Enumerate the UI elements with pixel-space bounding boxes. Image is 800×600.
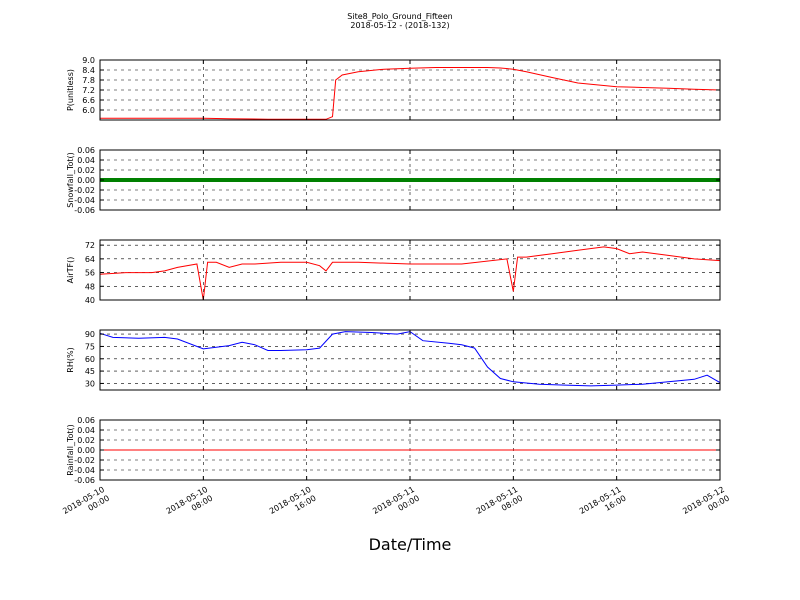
panel-5: -0.06-0.04-0.020.000.020.040.06Rainfall_… bbox=[66, 416, 721, 485]
x-tick-label: 2018-05-1108:00 bbox=[475, 485, 525, 525]
y-tick-label: 7.2 bbox=[82, 86, 95, 95]
y-axis-label: AirTF() bbox=[66, 257, 75, 284]
y-axis-label: P(unitless) bbox=[66, 69, 75, 111]
y-tick-label: -0.06 bbox=[74, 206, 95, 215]
x-tick-label: 2018-05-1008:00 bbox=[165, 485, 215, 525]
y-tick-label: 0.02 bbox=[77, 166, 95, 175]
y-tick-label: 0.02 bbox=[77, 436, 95, 445]
chart-subtitle: 2018-05-12 - (2018-132) bbox=[350, 21, 450, 30]
y-tick-label: 0.00 bbox=[77, 176, 95, 185]
y-axis-label: Snowfall_Tot() bbox=[66, 152, 75, 208]
y-tick-label: 60 bbox=[85, 355, 95, 364]
y-tick-label: 8.4 bbox=[82, 66, 95, 75]
y-tick-label: 6.0 bbox=[82, 106, 95, 115]
y-tick-label: 0.06 bbox=[77, 146, 95, 155]
y-tick-label: -0.04 bbox=[74, 196, 95, 205]
y-axis-label: RH(%) bbox=[66, 347, 75, 372]
x-tick-label: 2018-05-1016:00 bbox=[268, 485, 318, 525]
y-tick-label: 75 bbox=[85, 342, 95, 351]
x-tick-label: 2018-05-1116:00 bbox=[578, 485, 628, 525]
y-tick-label: 9.0 bbox=[82, 56, 95, 65]
x-tick-label: 2018-05-1100:00 bbox=[371, 485, 421, 525]
y-tick-label: -0.02 bbox=[74, 186, 95, 195]
y-tick-label: 56 bbox=[85, 269, 95, 278]
y-tick-label: 0.00 bbox=[77, 446, 95, 455]
y-tick-label: 30 bbox=[85, 379, 95, 388]
panel-1: 6.06.67.27.88.49.0 P(unitless) bbox=[66, 56, 721, 121]
x-axis-label: Date/Time bbox=[368, 535, 452, 554]
y-tick-label: 0.06 bbox=[77, 416, 95, 425]
data-series-line bbox=[99, 246, 721, 301]
y-tick-label: 40 bbox=[85, 296, 95, 305]
panel-3: 40 48 56 64 72 AirTF() bbox=[66, 239, 721, 305]
panel-2: -0.06-0.04-0.020.000.020.040.06Snowfall_… bbox=[66, 146, 721, 215]
y-tick-label: 64 bbox=[85, 255, 95, 264]
y-tick-label: 0.04 bbox=[77, 156, 95, 165]
y-tick-label: 6.6 bbox=[82, 96, 95, 105]
x-tick-labels: 2018-05-1000:00 2018-05-1008:00 2018-05-10… bbox=[61, 485, 731, 525]
y-tick-label: 7.8 bbox=[82, 76, 95, 85]
y-tick-label: 45 bbox=[85, 367, 95, 376]
y-axis-label: Rainfall_Tot() bbox=[66, 424, 75, 476]
data-series-line bbox=[99, 331, 721, 387]
y-tick-label: 48 bbox=[85, 282, 95, 291]
y-tick-label: 72 bbox=[85, 241, 95, 250]
y-tick-label: -0.04 bbox=[74, 466, 95, 475]
x-tick-label: 2018-05-1200:00 bbox=[681, 485, 731, 525]
chart-title: Site8_Polo_Ground_Fifteen bbox=[347, 12, 453, 21]
x-tick-label: 2018-05-1000:00 bbox=[61, 485, 111, 525]
y-tick-label: 0.04 bbox=[77, 426, 95, 435]
y-tick-label: 90 bbox=[85, 330, 95, 339]
y-tick-label: -0.06 bbox=[74, 476, 95, 485]
y-tick-label: -0.02 bbox=[74, 456, 95, 465]
panel-4: 30 45 60 75 90 RH(%) bbox=[66, 329, 721, 391]
